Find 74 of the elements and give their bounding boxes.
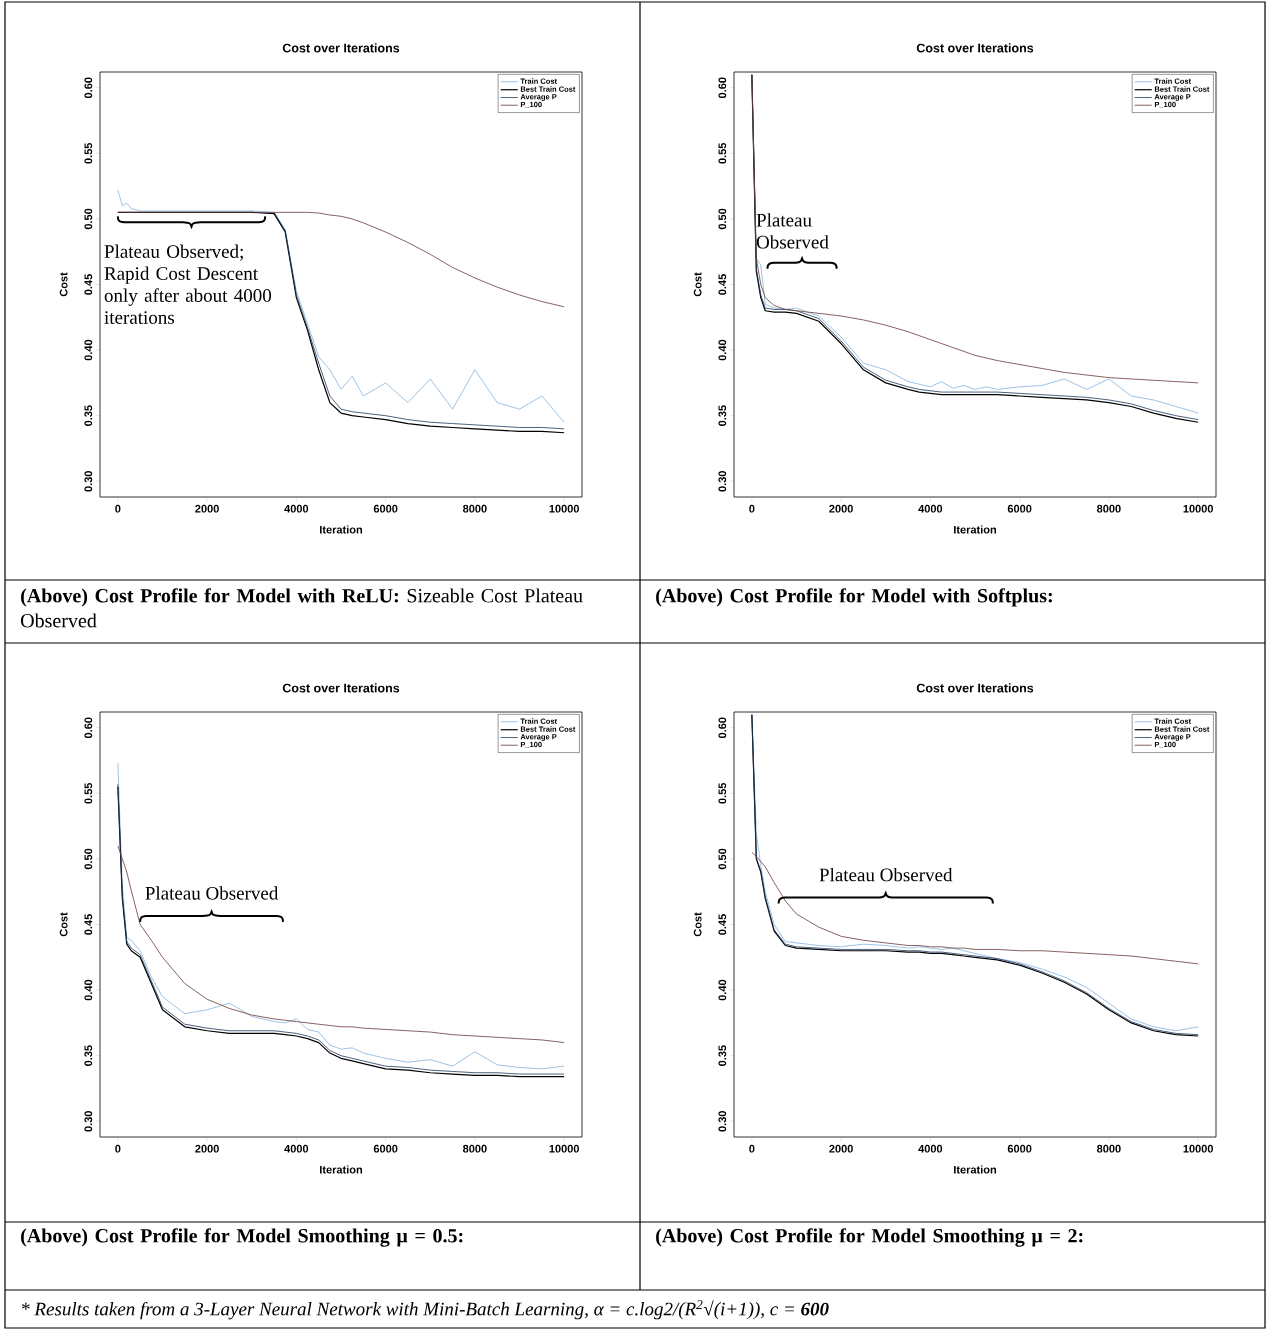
chart-title: Cost over Iterations <box>282 43 400 53</box>
annotation: Plateau Observed <box>819 867 953 882</box>
y-tick-label: 0.55 <box>84 142 93 164</box>
y-tick-label: 0.35 <box>718 1045 727 1066</box>
x-tick-label: 4000 <box>918 1144 943 1153</box>
y-tick-label: 0.30 <box>84 1111 93 1132</box>
y-tick-label: 0.60 <box>718 717 727 739</box>
x-axis-title: Iteration <box>320 1165 363 1174</box>
x-tick-label: 2000 <box>829 1144 853 1153</box>
x-tick-label: 0 <box>115 1144 121 1153</box>
y-tick-label: 0.50 <box>84 208 93 230</box>
y-tick-label: 0.50 <box>84 848 93 870</box>
y-tick-label: 0.60 <box>84 717 93 739</box>
y-tick-label: 0.45 <box>84 274 93 295</box>
y-tick-label: 0.40 <box>84 979 93 1001</box>
y-tick-label: 0.55 <box>718 142 727 164</box>
x-tick-label: 8000 <box>463 1144 487 1153</box>
y-tick-label: 0.60 <box>84 77 93 99</box>
x-tick-label: 2000 <box>195 1144 219 1153</box>
y-tick-label: 0.45 <box>718 914 727 935</box>
x-tick-label: 8000 <box>1097 504 1121 513</box>
y-tick-label: 0.30 <box>718 1111 727 1132</box>
y-tick-label: 0.60 <box>718 77 727 99</box>
annotation: Plateau Observed; Rapid Cost Descent only after about 4000 iterations <box>104 244 272 324</box>
x-tick-label: 10000 <box>549 1144 579 1153</box>
x-tick-label: 4000 <box>284 504 309 513</box>
y-tick-label: 0.35 <box>718 405 727 426</box>
y-tick-label: 0.50 <box>718 208 727 230</box>
chart-title: Cost over Iterations <box>916 683 1034 693</box>
x-tick-label: 6000 <box>1007 504 1032 513</box>
x-tick-label: 4000 <box>918 504 943 513</box>
y-tick-label: 0.30 <box>84 471 93 492</box>
x-tick-label: 2000 <box>829 504 853 513</box>
x-tick-label: 8000 <box>463 504 487 513</box>
chart-title: Cost over Iterations <box>282 683 400 693</box>
y-tick-label: 0.40 <box>718 979 727 1001</box>
x-tick-label: 10000 <box>1183 504 1213 513</box>
text: (Above) Cost Profile for Model with ReLU: Sizeable Cost Plateau Observed <box>21 588 583 628</box>
chart-title: Cost over Iterations <box>916 43 1034 53</box>
x-tick-label: 2000 <box>195 504 219 513</box>
x-tick-label: 8000 <box>1097 1144 1121 1153</box>
x-tick-label: 6000 <box>373 504 398 513</box>
text: * Results taken from a 3-Layer Neural Network with Mini-Batch Learning, α = c.log2/(R$^{2}$√(i+1)), c = 600 <box>22 1300 829 1320</box>
y-tick-label: 0.40 <box>718 339 727 361</box>
text: (Above) Cost Profile for Model with Softplus: <box>656 588 1052 607</box>
text: (Above) Cost Profile for Model Smoothing μ = 2: <box>656 1228 1083 1247</box>
y-tick-label: 0.35 <box>84 1045 93 1066</box>
x-axis-title: Iteration <box>320 525 363 534</box>
y-tick-label: 0.30 <box>718 471 727 492</box>
y-tick-label: 0.45 <box>84 914 93 935</box>
annotation: Plateau Observed <box>756 213 829 249</box>
y-tick-label: 0.35 <box>84 405 93 426</box>
y-tick-label: 0.50 <box>718 848 727 870</box>
y-axis-title: Cost <box>59 912 68 937</box>
y-axis-title: Cost <box>693 272 702 297</box>
y-tick-label: 0.45 <box>718 274 727 295</box>
x-tick-label: 0 <box>749 504 755 513</box>
annotation: Plateau Observed <box>145 886 279 900</box>
x-tick-label: 10000 <box>1183 1144 1213 1153</box>
x-tick-label: 10000 <box>549 504 579 513</box>
text: (Above) Cost Profile for Model Smoothing μ = 0.5: <box>21 1228 463 1247</box>
y-axis-title: Cost <box>59 272 68 297</box>
x-tick-label: 4000 <box>284 1144 309 1153</box>
y-tick-label: 0.55 <box>718 782 727 804</box>
y-tick-label: 0.55 <box>84 782 93 804</box>
x-tick-label: 6000 <box>373 1144 398 1153</box>
line-series <box>117 845 565 1043</box>
x-tick-label: 0 <box>115 504 121 513</box>
x-axis-title: Iteration <box>954 525 997 534</box>
x-axis-title: Iteration <box>954 1165 997 1174</box>
x-tick-label: 6000 <box>1007 1144 1032 1153</box>
y-axis-title: Cost <box>693 912 702 937</box>
x-tick-label: 0 <box>749 1144 755 1153</box>
y-tick-label: 0.40 <box>84 339 93 361</box>
